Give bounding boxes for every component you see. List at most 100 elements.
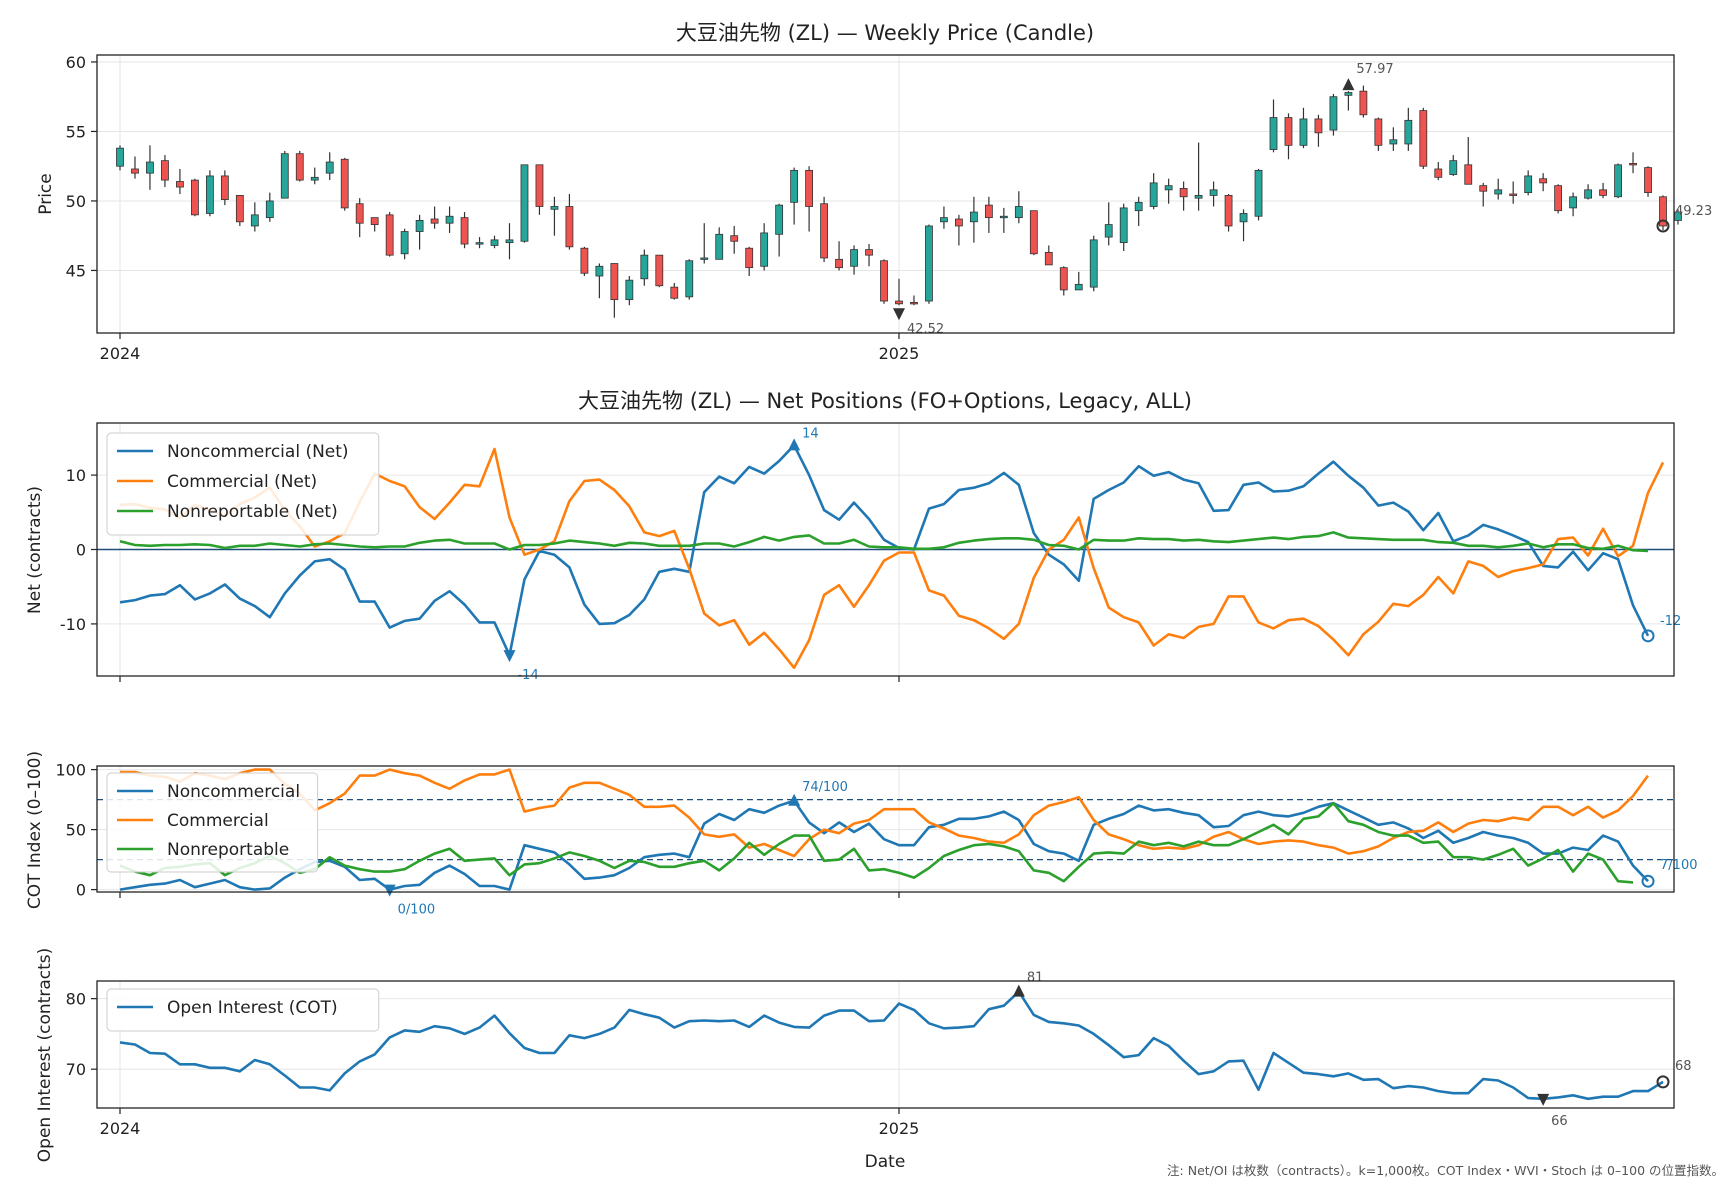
- candle-body: [535, 164, 544, 207]
- x-tick-label: 2025: [879, 344, 920, 363]
- candle-body: [1074, 283, 1083, 291]
- max-marker: [1342, 78, 1355, 91]
- legend-label: Nonreportable: [167, 840, 289, 860]
- legend-label: Open Interest (COT): [167, 998, 338, 1018]
- y-tick-label: 70: [66, 1060, 86, 1079]
- max-label: 81: [1027, 971, 1044, 986]
- candle-body: [670, 286, 679, 299]
- candle-body: [940, 217, 948, 223]
- candle-body: [1284, 117, 1293, 146]
- candle-body: [460, 217, 469, 245]
- cot-x-ticks: [119, 892, 900, 898]
- cot-grid: [97, 766, 1674, 892]
- max-marker: [1012, 984, 1025, 997]
- candle-body: [910, 302, 918, 305]
- legend-box: [106, 772, 319, 873]
- min-label: 0/100: [398, 903, 435, 918]
- x-tick-label: 2025: [879, 1119, 920, 1138]
- candle-body: [1659, 196, 1667, 227]
- candle-body: [1194, 194, 1203, 199]
- y-tick-label: -10: [60, 615, 86, 634]
- candle-body: [850, 249, 858, 267]
- candle-body: [340, 158, 349, 209]
- candle-body: [116, 147, 124, 167]
- candle-body: [325, 161, 334, 174]
- candle-body: [999, 215, 1008, 219]
- candle-body: [745, 247, 754, 269]
- candle-body: [176, 181, 184, 188]
- candle-body: [1479, 185, 1488, 192]
- min-label: 42.52: [907, 322, 944, 337]
- candle-body: [1179, 188, 1188, 198]
- candle-body: [595, 265, 604, 277]
- candle-body: [355, 203, 364, 224]
- candle-body: [400, 231, 409, 255]
- last-value-label: 68: [1675, 1059, 1692, 1074]
- candle-body: [1599, 189, 1607, 196]
- y-tick-label: 0: [76, 881, 86, 900]
- cot-y-label: COT Index (0–100): [25, 751, 45, 909]
- candle-body: [865, 249, 873, 256]
- candle-body: [1584, 189, 1592, 199]
- net-y-label: Net (contracts): [25, 486, 45, 614]
- net-panel: 大豆油先物 (ZL) — Net Positions (FO+Options, …: [25, 389, 1681, 683]
- candle-body: [1554, 185, 1563, 212]
- candle-body: [775, 204, 784, 235]
- candle-body: [445, 215, 454, 224]
- candle-body: [1539, 178, 1548, 184]
- oi-x-label: Date: [865, 1152, 906, 1172]
- candle-body: [1389, 139, 1398, 145]
- min-marker: [503, 650, 516, 663]
- oi-x-ticks: 2024 2025: [100, 1108, 920, 1138]
- y-tick-label: 55: [66, 122, 86, 141]
- oi-axes-frame: [96, 980, 1675, 1109]
- y-tick-label: 50: [66, 192, 86, 211]
- candle-body: [1614, 164, 1622, 198]
- footer-note: 注: Net/OI は枚数（contracts）。k=1,000枚。COT In…: [1167, 1163, 1724, 1178]
- candle-body: [205, 175, 214, 214]
- candle-body: [520, 164, 529, 242]
- legend-label: Nonreportable (Net): [167, 502, 338, 522]
- candle-body: [790, 169, 799, 203]
- candle-body: [430, 218, 439, 224]
- max-label: 74/100: [802, 780, 848, 795]
- candle-body: [415, 220, 424, 232]
- min-marker: [892, 308, 905, 321]
- candle-body: [1029, 210, 1038, 255]
- candle-body: [310, 176, 319, 181]
- price-y-ticks: 45 50 55 60: [66, 53, 97, 280]
- candle-body: [146, 161, 154, 174]
- candle-body: [1524, 175, 1533, 194]
- candle-body: [1164, 185, 1173, 191]
- cot-axes-frame: [96, 765, 1675, 893]
- candle-body: [235, 194, 244, 223]
- candle-body: [1509, 193, 1518, 196]
- candle-body: [655, 254, 664, 287]
- candle-body: [265, 200, 274, 219]
- price-x-ticks: 2024 2025: [100, 333, 920, 363]
- oi-y-label: Open Interest (contracts): [35, 948, 55, 1162]
- candle-body: [1269, 117, 1278, 150]
- last-value-marker: [1656, 1075, 1670, 1089]
- candle-body: [1059, 267, 1068, 291]
- candle-body: [1449, 160, 1458, 175]
- candle-body: [805, 169, 814, 207]
- oi-y-ticks: 70 80: [66, 990, 97, 1079]
- candle-body: [610, 263, 619, 301]
- candle-body: [161, 160, 169, 181]
- candle-body: [475, 242, 484, 245]
- candle-body: [1434, 168, 1443, 178]
- cot-series: [119, 768, 1650, 891]
- candle-body: [490, 239, 499, 246]
- candle-body: [880, 260, 888, 302]
- candle-body: [1464, 164, 1473, 185]
- candle-body: [835, 258, 843, 269]
- net-annotations: 14-14-12: [503, 426, 1681, 683]
- candle-body: [370, 217, 379, 225]
- legend-label: Noncommercial: [167, 782, 300, 802]
- net-legend: Noncommercial (Net) Commercial (Net) Nonre…: [106, 432, 380, 536]
- max-marker: [788, 793, 801, 806]
- candle-body: [969, 211, 978, 223]
- legend-box: [106, 432, 380, 536]
- cot-y-ticks: 0 50 100: [55, 761, 97, 900]
